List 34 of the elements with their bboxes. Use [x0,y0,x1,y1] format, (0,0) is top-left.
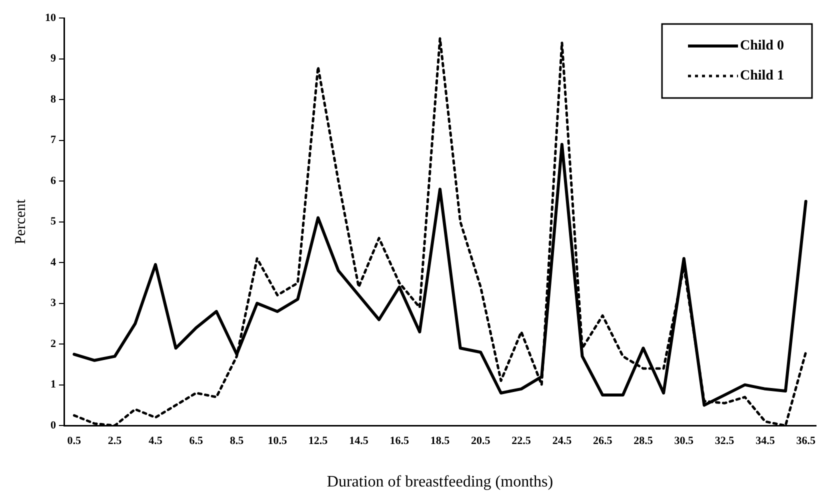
x-tick-label: 28.5 [634,435,654,448]
x-tick-label: 22.5 [512,435,532,448]
legend-label: Child 0 [740,38,784,54]
y-tick-label: 3 [50,297,56,310]
x-tick-label: 14.5 [349,435,369,448]
y-tick-label: 7 [50,134,56,146]
x-tick-label: 36.5 [796,435,816,448]
y-axis-title: Percent [12,198,29,244]
y-tick-label: 5 [50,216,56,228]
x-tick-label: 26.5 [592,435,613,448]
y-tick-label: 6 [50,174,56,187]
x-axis-title: Duration of breastfeeding (months) [326,474,554,491]
x-tick-label: 10.5 [268,435,288,448]
x-tick-label: 0.5 [67,435,82,448]
x-tick-label: 12.5 [308,435,328,448]
x-tick-label: 30.5 [674,435,694,448]
x-tick-label: 4.5 [148,435,163,448]
y-tick-label: 9 [50,52,56,65]
x-tick-label: 8.5 [230,435,244,448]
x-tick-label: 32.5 [714,435,735,448]
y-tick-label: 4 [50,256,56,268]
x-tick-label: 6.5 [189,435,204,448]
legend-label: Child 1 [740,68,784,84]
y-tick-label: 0 [50,419,56,432]
x-tick-label: 16.5 [390,435,410,448]
y-tick-label: 1 [50,378,56,391]
y-tick-label: 10 [45,12,56,24]
x-tick-label: 34.5 [756,435,776,448]
x-tick-label: 18.5 [430,435,450,448]
y-tick-label: 2 [50,338,56,350]
x-tick-label: 2.5 [108,435,122,448]
y-tick-label: 8 [50,93,56,106]
x-tick-label: 24.5 [552,435,572,448]
x-tick-label: 20.5 [471,435,491,448]
